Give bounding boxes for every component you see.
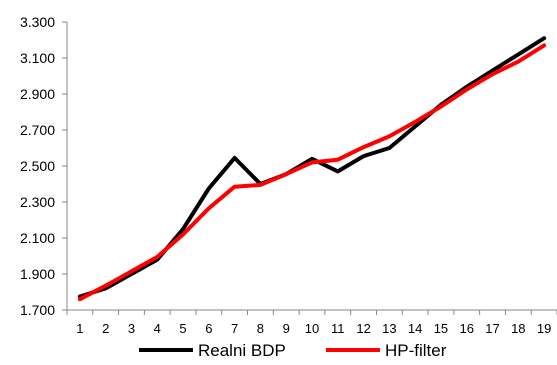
series-lines xyxy=(77,36,547,302)
y-tick-label: 2.100 xyxy=(20,230,55,246)
x-tick-label: 19 xyxy=(537,321,551,336)
x-tick-label: 4 xyxy=(154,321,161,336)
series-line-2 xyxy=(77,43,547,302)
x-tick-label: 12 xyxy=(356,321,370,336)
x-tick-label: 11 xyxy=(331,321,345,336)
x-tick-label: 9 xyxy=(283,321,290,336)
legend: Realni BDP HP-filter xyxy=(139,341,447,360)
x-tick-label: 5 xyxy=(179,321,186,336)
x-tick-label: 16 xyxy=(460,321,474,336)
y-tick-label: 2.900 xyxy=(20,86,55,102)
series-line-1 xyxy=(77,36,547,299)
legend-label-1: Realni BDP xyxy=(198,341,286,360)
y-tick-label: 2.500 xyxy=(20,158,55,174)
x-tick-label: 6 xyxy=(205,321,212,336)
x-tick-label: 14 xyxy=(408,321,422,336)
y-tick-label: 2.700 xyxy=(20,122,55,138)
x-axis-ticks: 1 2 3 4 5 6 7 8 9 10 11 12 13 14 15 16 17 18 19 xyxy=(66,310,557,336)
x-tick-label: 15 xyxy=(434,321,448,336)
y-tick-label: 3.100 xyxy=(20,50,55,66)
y-axis-ticks: 1.700 1.900 2.100 2.300 2.500 2.700 2.900 3.100… xyxy=(20,14,67,318)
x-tick-label: 17 xyxy=(485,321,499,336)
x-tick-label: 3 xyxy=(128,321,135,336)
y-tick-label: 2.300 xyxy=(20,194,55,210)
x-tick-label: 7 xyxy=(231,321,238,336)
x-tick-label: 1 xyxy=(76,321,83,336)
legend-label-2: HP-filter xyxy=(385,341,447,360)
y-tick-label: 3.300 xyxy=(20,14,55,30)
x-tick-label: 18 xyxy=(511,321,525,336)
y-tick-label: 1.900 xyxy=(20,266,55,282)
x-tick-label: 10 xyxy=(305,321,319,336)
x-tick-label: 8 xyxy=(257,321,264,336)
x-tick-label: 13 xyxy=(382,321,396,336)
y-tick-label: 1.700 xyxy=(20,302,55,318)
x-tick-label: 2 xyxy=(102,321,109,336)
